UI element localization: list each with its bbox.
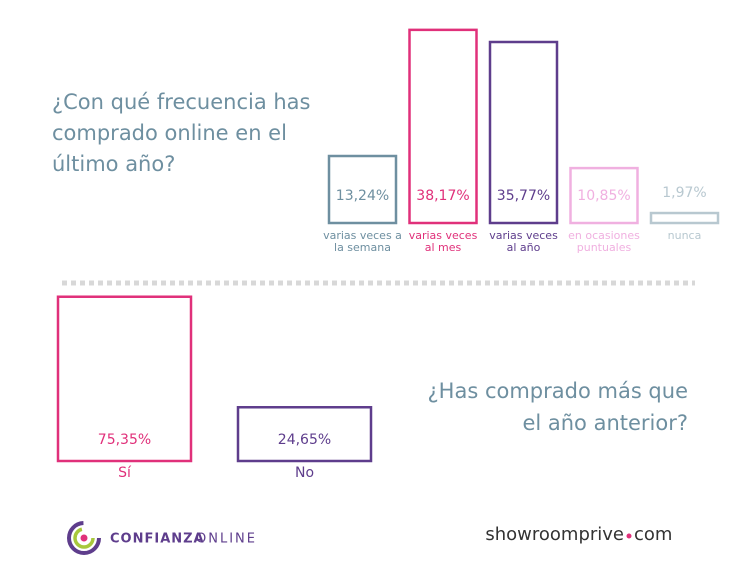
chart-title: el año anterior?: [522, 411, 688, 435]
category-label: puntuales: [577, 241, 632, 254]
bar: [649, 211, 720, 225]
value-label: 10,85%: [577, 188, 630, 204]
bar: [488, 40, 559, 225]
value-label: 75,35%: [98, 432, 151, 448]
category-label: varias veces a: [323, 229, 402, 242]
value-label: 35,77%: [497, 188, 550, 204]
bar: [408, 28, 478, 225]
logo-text: CONFIANZA: [110, 532, 205, 547]
logo-text: ONLINE: [196, 532, 257, 547]
logo-text: showroomprive: [485, 524, 624, 545]
category-label: No: [295, 465, 314, 481]
category-label: varias veces: [489, 229, 558, 242]
bar: [327, 154, 398, 225]
category-label: la semana: [334, 241, 391, 254]
logo-text: com: [634, 524, 672, 545]
value-label: 1,97%: [662, 185, 706, 201]
value-label: 13,24%: [336, 188, 389, 204]
category-label: nunca: [668, 229, 702, 242]
logo-dot: [626, 533, 632, 539]
bar: [236, 406, 373, 463]
value-label: 24,65%: [278, 432, 331, 448]
chart-title: ¿Con qué frecuencia has: [52, 90, 311, 114]
chart-title: ¿Has comprado más que: [428, 379, 688, 403]
confianza-icon: [67, 521, 101, 555]
category-label: en ocasiones: [568, 229, 640, 242]
bar: [56, 295, 193, 463]
chart-title: último año?: [52, 152, 175, 176]
value-label: 38,17%: [416, 188, 469, 204]
bar: [569, 166, 639, 225]
category-label: al año: [507, 241, 541, 254]
category-label: varias veces: [409, 229, 478, 242]
category-label: al mes: [425, 241, 462, 254]
chart-title: comprado online en el: [52, 121, 287, 145]
category-label: Sí: [118, 465, 132, 481]
